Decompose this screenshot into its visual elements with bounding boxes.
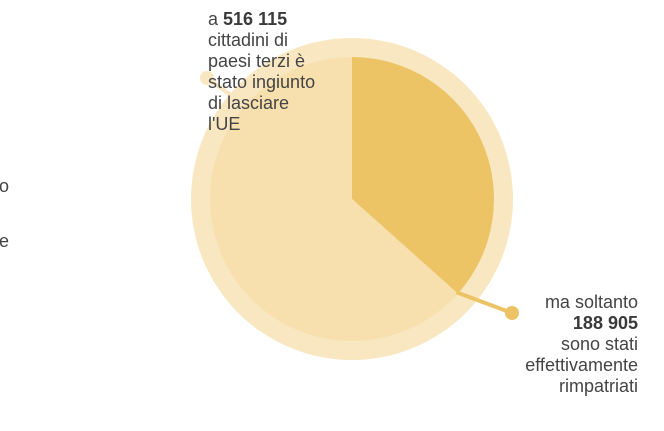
annotation-total-line-5: l'UE [208,114,241,134]
pie-root [191,38,519,360]
pie-slice-2 [209,57,458,341]
annotation-total-line-3: stato ingiunto [208,72,316,92]
pie-slice-1 [352,57,494,294]
annotation-total: a 516 115 cittadini di paesi terzi è sta… [208,9,343,135]
annotation-returned-line-3: rimpatriati [558,376,638,396]
truncated-text-fragment-2: e [0,231,10,251]
leader-dot-total [200,71,214,85]
annotation-returned: ma soltanto 188 905 sono stati effettiva… [493,292,638,397]
annotation-total-line-2: paesi terzi è [208,51,306,71]
annotation-returned-number: 188 905 [572,313,638,333]
leader-dot-returned [505,306,519,320]
annotation-total-prefix: a [208,9,219,29]
annotation-returned-line-1: sono stati [560,334,638,354]
leader-line-returned [455,290,513,315]
annotation-returned-line-2: effettivamente [525,355,638,375]
annotation-total-line-1: cittadini di [208,30,289,50]
annotation-total-number: 516 115 [223,9,288,29]
annotation-total-line-4: di lasciare [208,93,290,113]
annotation-returned-prefix: ma soltanto [544,292,638,312]
truncated-text-fragment-1: o [0,176,10,196]
